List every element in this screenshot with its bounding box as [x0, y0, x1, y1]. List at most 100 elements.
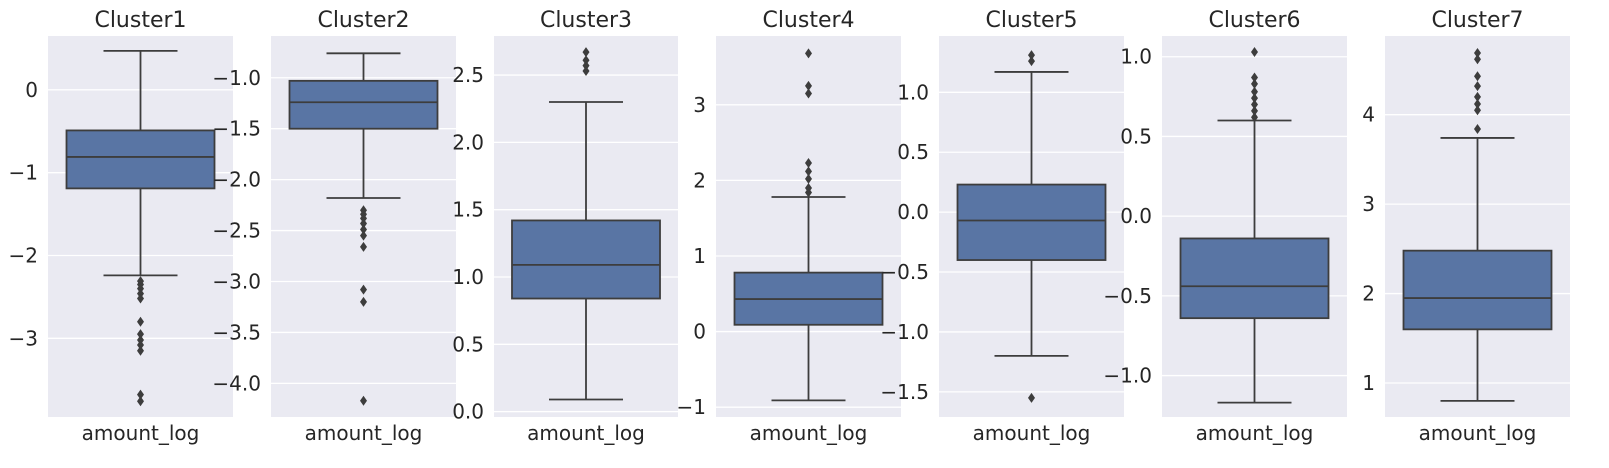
- outlier-point: [805, 182, 812, 193]
- y-tick-label: 1.0: [897, 80, 929, 104]
- outlier-point: [360, 395, 367, 406]
- outlier-point: [137, 396, 144, 407]
- y-tick-label: −0.5: [880, 260, 929, 284]
- panel-title: Cluster6: [1208, 8, 1300, 33]
- x-tick-label: amount_log: [1419, 421, 1537, 445]
- x-tick-label: amount_log: [527, 421, 645, 445]
- y-tick-label: −3.0: [212, 270, 261, 294]
- outlier-point: [1251, 46, 1258, 57]
- y-tick-label: −2: [9, 243, 38, 267]
- panel-title: Cluster4: [762, 8, 854, 33]
- y-tick-label: 0.5: [452, 332, 484, 356]
- y-tick-label: −4.0: [212, 371, 261, 395]
- outlier-point: [360, 218, 367, 229]
- panel-cluster3: 0.0 0.5 1.0 1.5 2.0 2.5 Cluster3 amount_log: [452, 8, 678, 445]
- outlier-point: [360, 213, 367, 224]
- y-tick-label: −1.5: [880, 380, 929, 404]
- outlier-point: [360, 224, 367, 235]
- iqr-box: [288, 79, 439, 130]
- outlier-point: [805, 80, 812, 91]
- outlier-point: [1251, 93, 1258, 104]
- outlier-point: [360, 241, 367, 252]
- y-tick-label: −0.5: [1103, 284, 1152, 308]
- y-tick-label: 4: [1362, 103, 1375, 127]
- panel-title: Cluster1: [94, 8, 186, 33]
- outlier-point: [360, 230, 367, 241]
- y-tick-label: −3.5: [212, 320, 261, 344]
- x-tick-label: amount_log: [1196, 421, 1314, 445]
- iqr-box: [65, 129, 216, 190]
- y-tick-label: 2.0: [452, 130, 484, 154]
- outlier-point: [1474, 105, 1481, 116]
- panel-cluster7: 4 3 2 1 Cluster7 amount_log: [1362, 8, 1570, 445]
- panel-cluster6: 1.0 0.5 0.0 −0.5 −1.0 Cluster6 amount_log: [1103, 8, 1347, 445]
- y-tick-label: 3: [693, 93, 706, 117]
- outlier-point: [582, 47, 590, 58]
- y-tick-label: 0.0: [897, 200, 929, 224]
- outlier-point: [1474, 47, 1481, 58]
- outlier-point: [805, 166, 812, 177]
- outlier-point: [1474, 71, 1481, 82]
- x-tick-label: amount_log: [82, 421, 200, 445]
- y-tick-label: −1.5: [212, 117, 261, 141]
- panel-title: Cluster2: [317, 8, 409, 33]
- panel-title: Cluster5: [985, 8, 1077, 33]
- y-tick-label: 1: [693, 244, 706, 268]
- outlier-point: [1251, 99, 1258, 110]
- outlier-point: [137, 316, 144, 327]
- y-tick-label: 0: [693, 320, 706, 344]
- outlier-point: [137, 329, 144, 340]
- y-tick-label: 1.0: [452, 265, 484, 289]
- outlier-point: [805, 88, 812, 99]
- y-tick-label: 0.0: [452, 400, 484, 424]
- outlier-point: [582, 60, 590, 71]
- y-tick-label: −1: [9, 161, 38, 185]
- y-tick-label: −3: [9, 326, 38, 350]
- outlier-point: [137, 345, 144, 356]
- panel-cluster4: 3 2 1 0 −1 Cluster4 amount_log: [677, 8, 901, 445]
- y-tick-label: 3: [1362, 192, 1375, 216]
- iqr-box: [511, 219, 661, 300]
- outlier-point: [1474, 81, 1481, 92]
- iqr-box: [1179, 237, 1330, 320]
- outlier-point: [1251, 105, 1258, 116]
- iqr-box: [956, 183, 1107, 261]
- outlier-point: [1474, 98, 1481, 109]
- y-tick-label: 1.5: [452, 198, 484, 222]
- y-tick-label: 0: [25, 78, 38, 102]
- outlier-point: [1474, 54, 1481, 65]
- y-tick-label: 2.5: [452, 63, 484, 87]
- y-tick-label: −1.0: [212, 66, 261, 90]
- panel-cluster1: 0 −1 −2 −3 Cluster1 amount_log: [9, 8, 233, 445]
- outlier-point: [360, 284, 367, 295]
- y-tick-label: −2.0: [212, 168, 261, 192]
- y-tick-label: −2.5: [212, 219, 261, 243]
- panel-title: Cluster7: [1431, 8, 1523, 33]
- outlier-point: [582, 55, 590, 66]
- x-tick-label: amount_log: [750, 421, 868, 445]
- y-tick-label: −1.0: [1103, 364, 1152, 388]
- outlier-point: [1474, 91, 1481, 102]
- y-tick-label: 1.0: [1120, 45, 1152, 69]
- outlier-point: [1251, 86, 1258, 97]
- y-tick-label: −1: [677, 395, 706, 419]
- outlier-point: [360, 296, 367, 307]
- panel-title: Cluster3: [540, 8, 632, 33]
- outlier-point: [805, 48, 812, 59]
- y-tick-label: 0.5: [897, 140, 929, 164]
- outlier-point: [137, 293, 144, 304]
- outlier-point: [1474, 124, 1481, 135]
- y-tick-label: −1.0: [880, 320, 929, 344]
- outlier-point: [1028, 50, 1035, 61]
- outlier-point: [582, 66, 590, 77]
- outlier-point: [805, 158, 812, 168]
- x-tick-label: amount_log: [305, 421, 423, 445]
- outlier-point: [137, 389, 144, 400]
- y-tick-label: 0.5: [1120, 124, 1152, 148]
- outlier-point: [1251, 78, 1258, 89]
- outlier-point: [805, 173, 812, 184]
- outlier-point: [137, 339, 144, 350]
- y-tick-label: 1: [1362, 371, 1375, 395]
